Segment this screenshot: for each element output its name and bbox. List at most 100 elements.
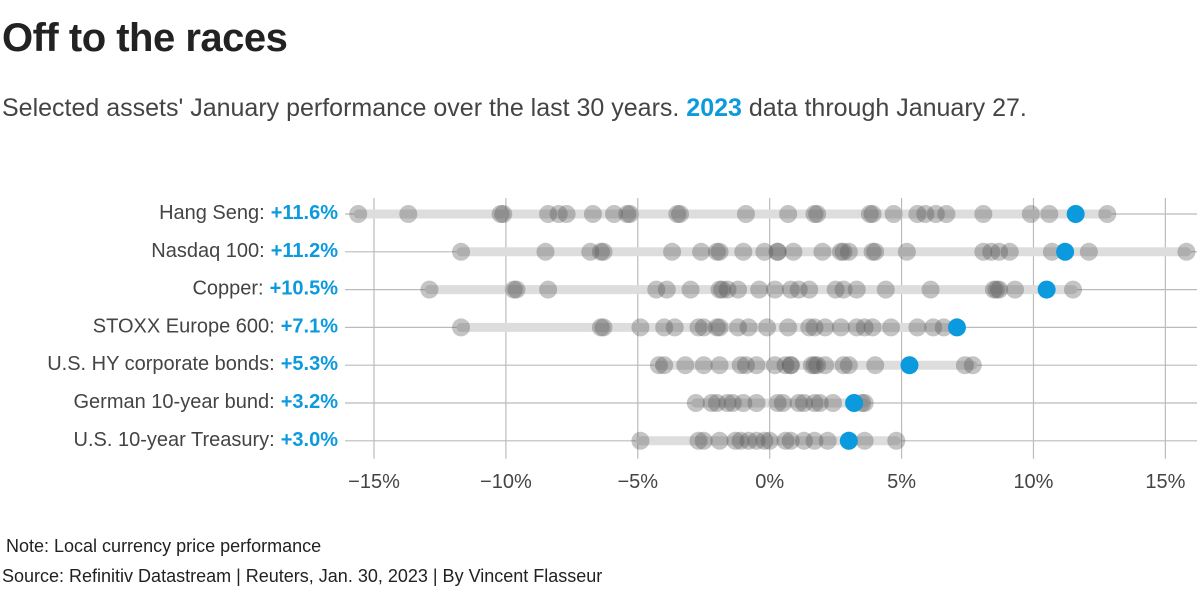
history-dot [504,280,523,299]
history-dot [1177,242,1196,261]
history-dot [591,242,610,261]
history-dot [731,431,750,450]
history-dot [860,205,879,223]
x-tick-label: −5% [617,471,658,493]
note: Note: Local currency price performance [6,536,322,556]
history-dot [765,280,784,299]
history-dot [776,356,795,375]
history-dot [726,431,745,450]
history-dot [897,242,916,261]
history-dot [779,318,798,337]
source: Source: Refinitiv Datastream | Reuters, … [2,566,603,586]
history-dot [855,431,874,450]
x-tick-label: 0% [755,471,784,493]
history-dot [620,205,639,223]
history-dot [776,431,795,450]
value-label: +3.0% [281,429,338,451]
current-dot [1066,205,1085,223]
subtitle-text: Selected assets' January performance ove… [2,94,687,122]
category-label: U.S. HY corporate bonds: [47,353,275,375]
history-dot [549,205,568,223]
history-dot [594,318,613,337]
history-dot [926,205,945,223]
current-dot [839,431,858,450]
history-dot [591,318,610,337]
history-dot [834,356,853,375]
history-dot [539,280,558,299]
category-label: German 10-year bund: [74,391,275,413]
history-dot [863,205,882,223]
history-dot [816,318,835,337]
history-dot [713,280,732,299]
history-dot [734,242,753,261]
history-dot [794,394,813,412]
history-dot [557,205,576,223]
history-dot [855,318,874,337]
history-dot [805,205,824,223]
history-dot [834,280,853,299]
row-label: Nasdaq 100: +11.2% [151,240,338,262]
history-dot [1000,242,1019,261]
history-dot [399,205,418,223]
history-dot [916,205,935,223]
history-dot [663,242,682,261]
history-dot [491,205,510,223]
history-dot [760,431,779,450]
history-dot [452,242,471,261]
history-dot [781,356,800,375]
subtitle-text: data through January 27. [741,94,1027,122]
x-tick-label: 15% [1145,471,1185,493]
chart-title: Off to the races [2,16,288,60]
category-label: Hang Seng: [159,202,265,224]
history-dot [1042,242,1061,261]
current-dot [1037,280,1056,299]
history-dot [876,280,895,299]
history-dot [823,394,842,412]
row-label: U.S. 10-year Treasury: +3.0% [74,429,339,451]
history-dot [805,318,824,337]
history-dot [779,205,798,223]
history-dot [692,242,711,261]
x-tick-label: −10% [480,471,532,493]
history-dot [808,205,827,223]
history-dot [924,318,943,337]
row-label: German 10-year bund: +3.2% [74,391,339,413]
history-dot [773,394,792,412]
history-dot [605,205,624,223]
history-dot [805,394,824,412]
history-dot [710,431,729,450]
history-dot [734,394,753,412]
history-dot [768,242,787,261]
history-dot [707,318,726,337]
history-dot [755,431,774,450]
history-dot [689,431,708,450]
history-dot [689,318,708,337]
history-dot [710,356,729,375]
category-label: U.S. 10-year Treasury: [74,429,275,451]
history-dot [668,205,687,223]
history-dot [810,394,829,412]
history-dot [781,431,800,450]
history-dot [747,394,766,412]
history-dot [729,280,748,299]
history-dot [990,280,1009,299]
history-dot [420,280,439,299]
history-dot [655,318,674,337]
history-dot [676,356,695,375]
history-dot [707,394,726,412]
history-dot [686,394,705,412]
history-dot [750,280,769,299]
history-dot [665,318,684,337]
row-label: Hang Seng: +11.6% [159,202,338,224]
history-dot [618,205,637,223]
subtitle: Selected assets' January performance ove… [2,94,1027,123]
history-dot [974,242,993,261]
history-dot [781,280,800,299]
history-dot [1098,205,1117,223]
history-dot [990,242,1009,261]
history-dot [539,205,558,223]
history-dot [718,280,737,299]
current-dot [1056,242,1075,261]
